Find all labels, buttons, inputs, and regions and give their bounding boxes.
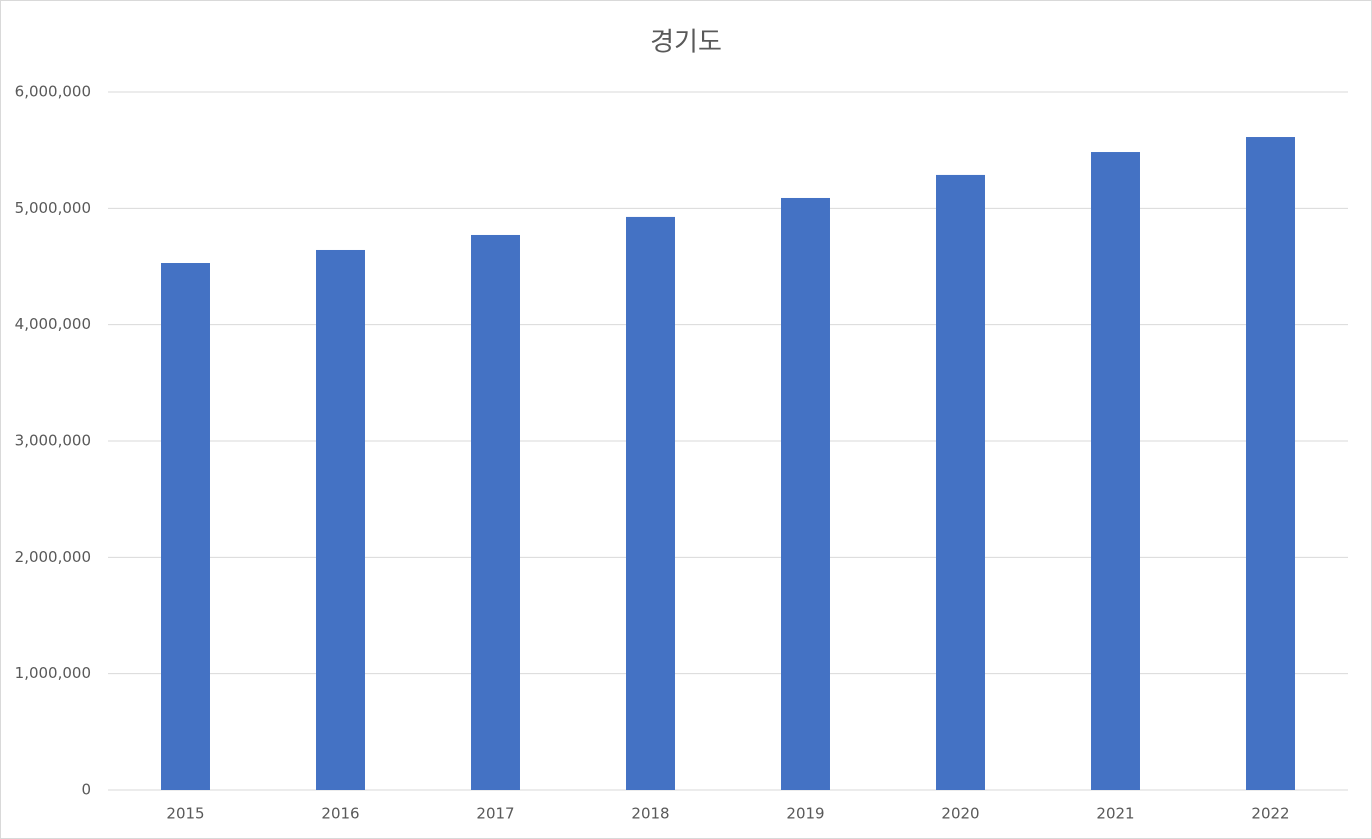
chart-title: 경기도: [650, 28, 722, 58]
bar: [471, 234, 520, 791]
x-tick-label: 2018: [631, 805, 669, 823]
x-tick-label: 2015: [166, 805, 204, 823]
bar: [781, 197, 830, 790]
y-tick-label: 6,000,000: [15, 83, 91, 101]
bar: [626, 216, 675, 790]
y-tick-label: 4,000,000: [15, 315, 91, 333]
x-tick-label: 2017: [476, 805, 514, 823]
bar: [161, 263, 210, 790]
x-tick-label: 2022: [1251, 805, 1289, 823]
y-tick-label: 2,000,000: [15, 548, 91, 566]
y-tick-label: 3,000,000: [15, 432, 91, 450]
y-tick-label: 5,000,000: [15, 199, 91, 217]
x-tick-label: 2021: [1096, 805, 1134, 823]
y-tick-label: 0: [81, 781, 91, 799]
bar: [1091, 152, 1140, 790]
x-tick-label: 2016: [321, 805, 359, 823]
bar: [936, 174, 985, 790]
x-tick-label: 2019: [786, 805, 824, 823]
bar: [316, 249, 365, 791]
bar: [1246, 137, 1295, 790]
x-tick-label: 2020: [941, 805, 979, 823]
y-tick-label: 1,000,000: [15, 664, 91, 682]
